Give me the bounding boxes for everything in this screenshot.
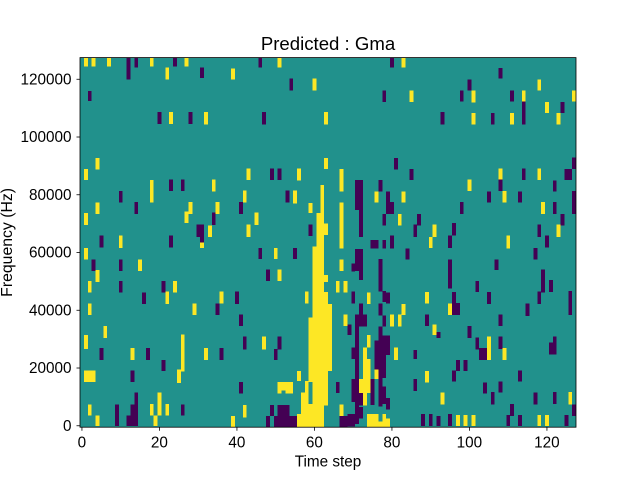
svg-text:Time step: Time step <box>295 454 362 471</box>
svg-text:60: 60 <box>306 435 323 452</box>
svg-text:100: 100 <box>457 435 483 452</box>
svg-text:20000: 20000 <box>29 360 72 377</box>
svg-text:120: 120 <box>534 435 560 452</box>
svg-text:Predicted : Gma: Predicted : Gma <box>261 33 396 54</box>
svg-text:Frequency (Hz): Frequency (Hz) <box>0 188 16 297</box>
svg-text:40: 40 <box>228 435 245 452</box>
svg-text:40000: 40000 <box>29 302 72 319</box>
svg-text:80000: 80000 <box>29 187 72 204</box>
svg-text:100000: 100000 <box>20 129 71 146</box>
svg-text:0: 0 <box>78 435 87 452</box>
svg-text:0: 0 <box>63 418 72 435</box>
svg-text:120000: 120000 <box>20 71 71 88</box>
svg-text:80: 80 <box>383 435 400 452</box>
svg-text:60000: 60000 <box>29 245 72 262</box>
svg-text:20: 20 <box>151 435 168 452</box>
